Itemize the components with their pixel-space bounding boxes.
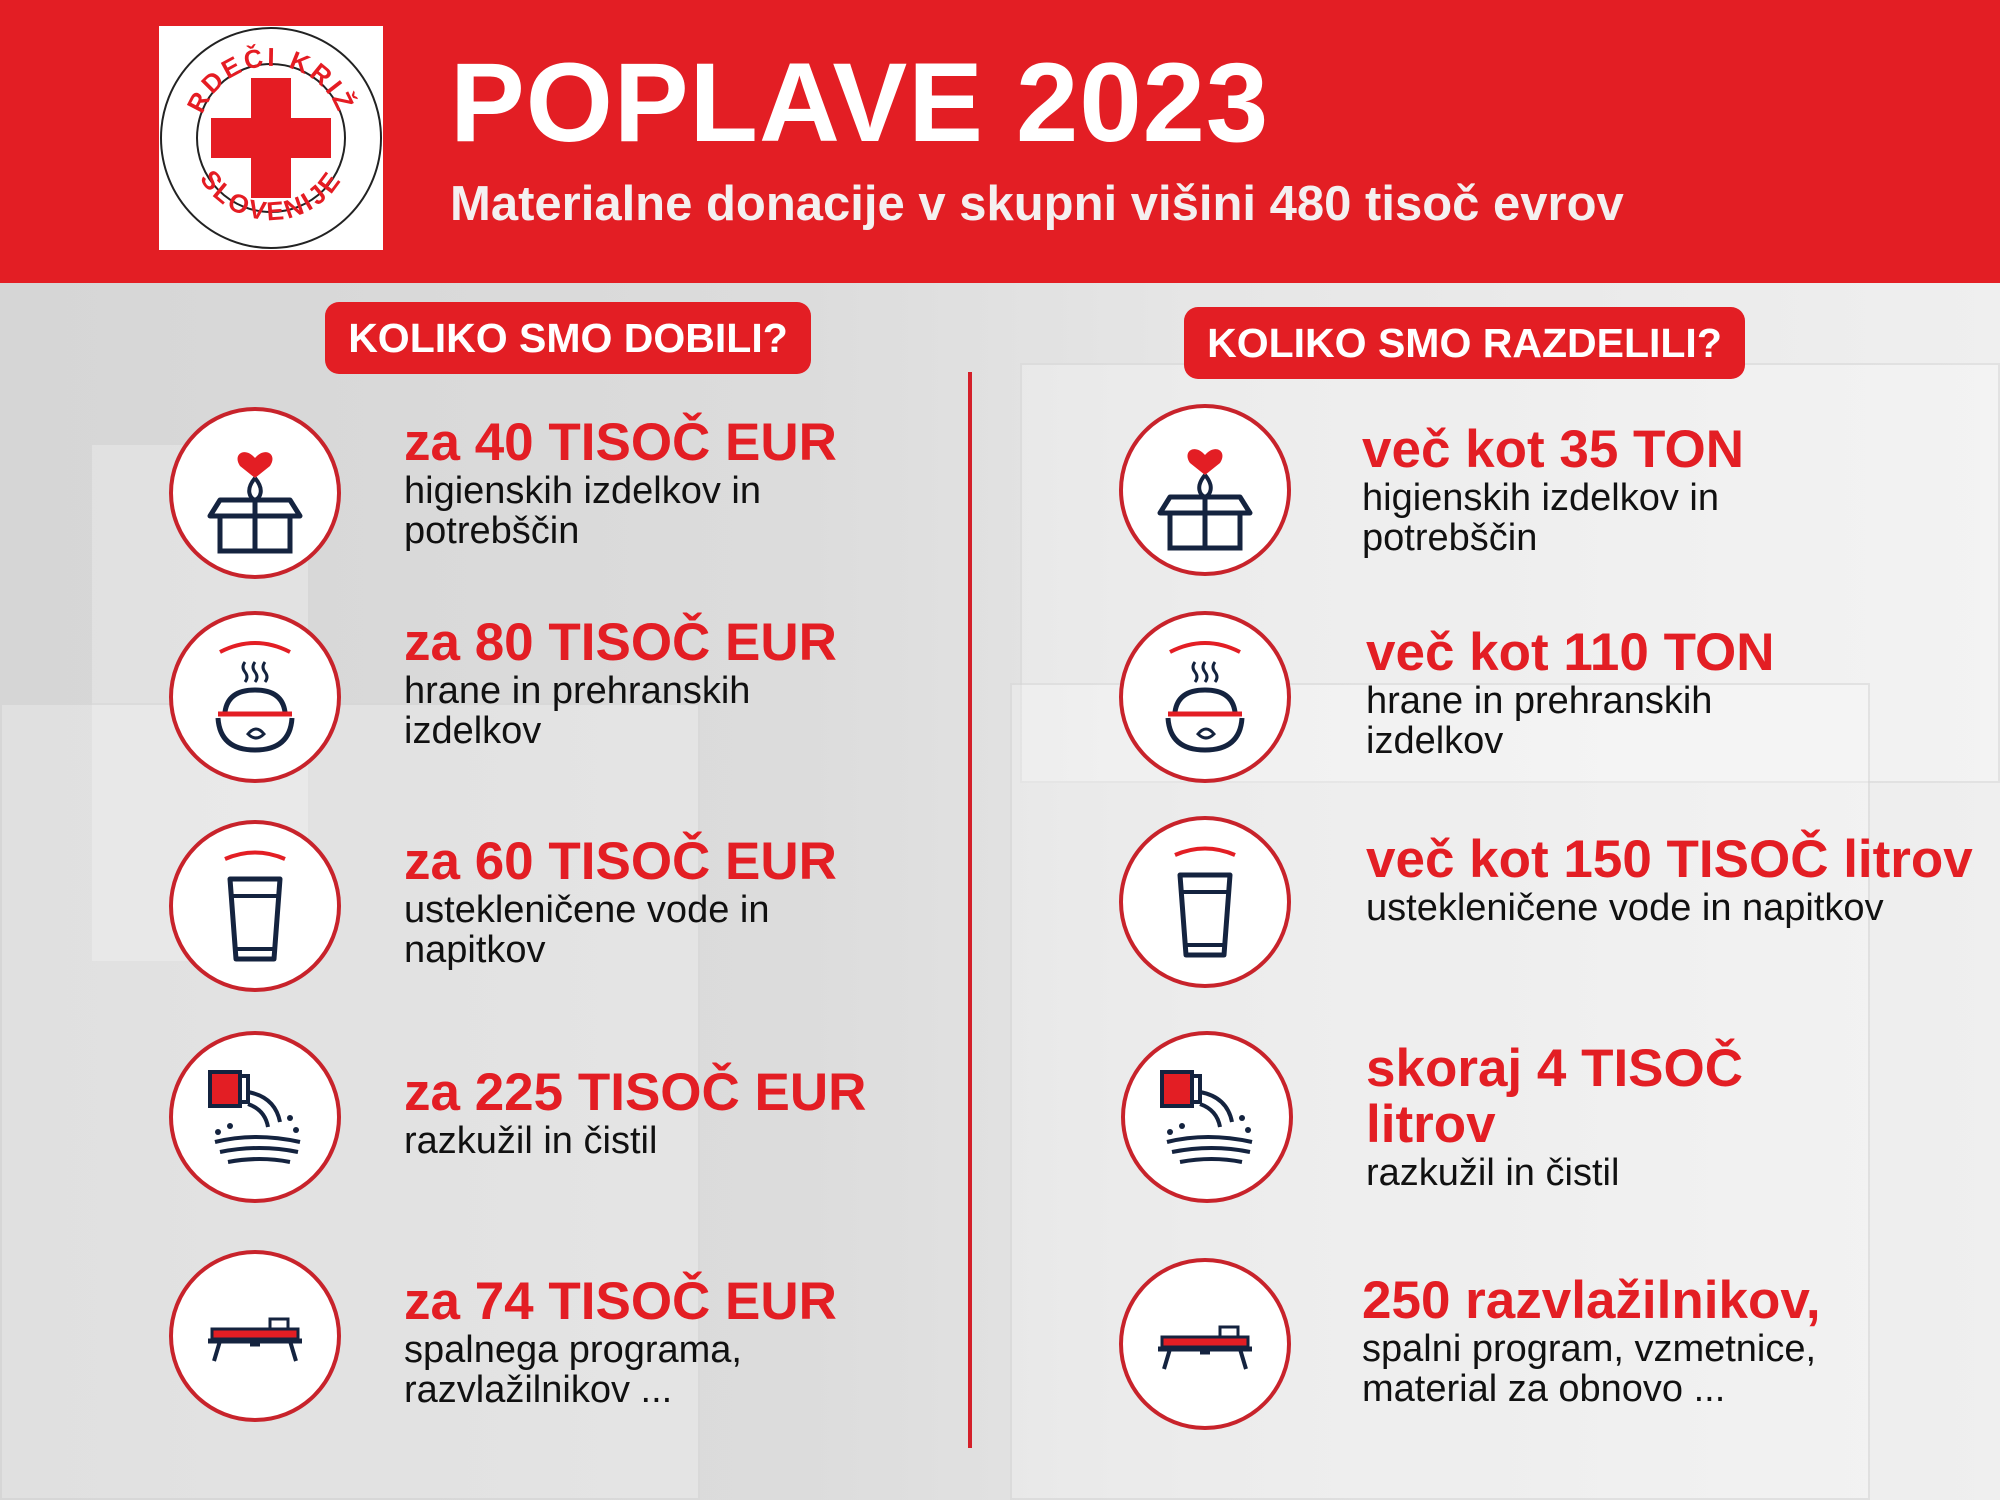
bed-icon-glyph xyxy=(1158,1325,1252,1370)
item-desc-line1: spalnega programa, xyxy=(404,1329,742,1371)
item-desc-line1: higienskih izdelkov in xyxy=(1362,477,1719,519)
gift-box-heart-icon-glyph xyxy=(207,452,303,554)
item-amount: 250 razvlažilnikov, xyxy=(1362,1271,1821,1330)
item-desc-line1: razkužil in čistil xyxy=(404,1120,658,1162)
cleaning-bucket-icon xyxy=(169,1031,341,1203)
item-desc-line2: izdelkov xyxy=(404,710,542,752)
water-glass-icon xyxy=(169,820,341,992)
item-desc-line2: material za obnovo ... xyxy=(1362,1368,1726,1410)
distributed-item: 250 razvlažilnikov, spalni program, vzme… xyxy=(1362,1271,1821,1410)
item-amount: za 74 TISOČ EUR xyxy=(404,1272,837,1331)
item-desc-line1: razkužil in čistil xyxy=(1366,1152,1620,1194)
item-desc-line2: potrebščin xyxy=(404,510,580,552)
received-heading: KOLIKO SMO DOBILI? xyxy=(325,302,811,374)
red-cross-logo: RDEČI KRIŽ SLOVENIJE xyxy=(159,26,383,250)
bed-icon-glyph xyxy=(208,1317,302,1362)
item-desc-line1: ustekleničene vode in napitkov xyxy=(1366,887,1884,929)
item-amount: več kot 150 TISOČ litrov xyxy=(1366,830,1973,889)
item-desc-line1: ustekleničene vode in xyxy=(404,889,770,931)
item-amount: skoraj 4 TISOČ litrov xyxy=(1366,1039,1744,1154)
water-glass-icon-glyph xyxy=(224,850,286,962)
item-desc-line1: hrane in prehranskih xyxy=(1366,680,1713,722)
water-glass-icon-glyph xyxy=(1174,846,1236,958)
received-item: za 80 TISOČ EUR hrane in prehranskih izd… xyxy=(404,613,837,752)
item-amount: za 60 TISOČ EUR xyxy=(404,832,837,891)
gift-box-heart-icon xyxy=(1119,404,1291,576)
distributed-item: več kot 110 TON hrane in prehranskih izd… xyxy=(1366,623,1775,762)
food-bowl-icon xyxy=(169,611,341,783)
received-item: za 60 TISOČ EUR ustekleničene vode in na… xyxy=(404,832,837,971)
item-amount: za 225 TISOČ EUR xyxy=(404,1063,867,1122)
item-amount: za 40 TISOČ EUR xyxy=(404,413,837,472)
food-bowl-icon-glyph xyxy=(1165,641,1245,753)
page-subtitle: Materialne donacije v skupni višini 480 … xyxy=(450,177,1624,231)
received-item: za 40 TISOČ EUR higienskih izdelkov in p… xyxy=(404,413,837,552)
bed-icon xyxy=(169,1250,341,1422)
item-amount: za 80 TISOČ EUR xyxy=(404,613,837,672)
distributed-item: skoraj 4 TISOČ litrov razkužil in čistil xyxy=(1366,1039,1806,1194)
item-desc-line1: hrane in prehranskih xyxy=(404,670,751,712)
received-item: za 74 TISOČ EUR spalnega programa, razvl… xyxy=(404,1272,837,1411)
water-glass-icon xyxy=(1119,816,1291,988)
item-desc-line2: potrebščin xyxy=(1362,517,1538,559)
food-bowl-icon-glyph xyxy=(215,641,295,753)
column-divider xyxy=(968,372,972,1448)
received-item: za 225 TISOČ EUR razkužil in čistil xyxy=(404,1063,867,1162)
food-bowl-icon xyxy=(1119,611,1291,783)
distributed-heading: KOLIKO SMO RAZDELILI? xyxy=(1184,307,1745,379)
cleaning-bucket-icon-glyph xyxy=(208,1070,301,1164)
bed-icon xyxy=(1119,1258,1291,1430)
item-desc-line2: izdelkov xyxy=(1366,720,1504,762)
item-desc-line1: spalni program, vzmetnice, xyxy=(1362,1328,1817,1370)
distributed-item: več kot 150 TISOČ litrov ustekleničene v… xyxy=(1366,830,1973,929)
page-title: POPLAVE 2023 xyxy=(450,40,1270,165)
gift-box-heart-icon xyxy=(169,407,341,579)
header-banner: RDEČI KRIŽ SLOVENIJE POPLAVE 2023 Materi… xyxy=(0,0,2000,283)
item-amount: več kot 110 TON xyxy=(1366,623,1775,682)
item-amount: več kot 35 TON xyxy=(1362,420,1744,479)
item-desc-line2: napitkov xyxy=(404,929,546,971)
cleaning-bucket-icon xyxy=(1121,1031,1293,1203)
cleaning-bucket-icon-glyph xyxy=(1160,1070,1253,1164)
item-desc-line1: higienskih izdelkov in xyxy=(404,470,761,512)
distributed-item: več kot 35 TON higienskih izdelkov in po… xyxy=(1362,420,1744,559)
gift-box-heart-icon-glyph xyxy=(1157,449,1253,551)
item-desc-line2: razvlažilnikov ... xyxy=(404,1369,673,1411)
